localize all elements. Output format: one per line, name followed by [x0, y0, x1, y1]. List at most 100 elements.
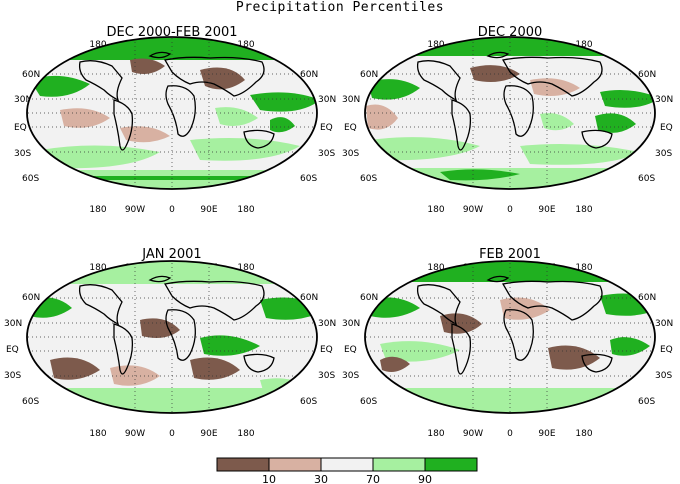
lat-label: EQ: [660, 345, 673, 355]
lon-label: 0: [507, 205, 513, 215]
lon-label: 180: [575, 205, 592, 215]
lat-labels-right: 60N 30N EQ 30S 60S: [300, 70, 336, 184]
lat-label: 30S: [318, 149, 335, 159]
lat-label: 60S: [638, 174, 655, 184]
lat-label: 30N: [342, 319, 360, 329]
lon-label: 180: [427, 40, 444, 50]
lon-label: 90W: [463, 205, 483, 215]
colorbar: 10 30 70 90: [216, 457, 478, 484]
lon-labels-bottom: 180 90W 0 90E 180: [427, 429, 592, 439]
coastlines: [78, 51, 275, 151]
lat-label: 30S: [318, 371, 335, 381]
lon-label: 180: [89, 263, 106, 273]
colorbar-swatch: [320, 457, 374, 472]
lat-label: EQ: [344, 345, 357, 355]
lat-label: 30N: [655, 319, 673, 329]
map-outline: [364, 36, 656, 190]
lon-label: 90W: [463, 429, 483, 439]
graticule: [365, 37, 655, 189]
colorbar-swatch: [268, 457, 322, 472]
lat-label: 60S: [360, 174, 377, 184]
colorbar-swatch: [216, 457, 270, 472]
lat-label: 60S: [300, 174, 317, 184]
lon-label: 90W: [125, 429, 145, 439]
lon-label: 90E: [538, 205, 555, 215]
lat-label: 30S: [342, 371, 359, 381]
lat-labels-left: 60N 30N EQ 30S 60S: [342, 70, 378, 184]
lat-label: 30S: [342, 149, 359, 159]
lon-label: 180: [575, 429, 592, 439]
lat-label: 30N: [318, 95, 336, 105]
precip-field: [27, 37, 317, 189]
colorbar-label: 70: [366, 473, 380, 484]
colorbar-label: 30: [314, 473, 328, 484]
lon-label: 180: [237, 429, 254, 439]
lat-label: 60S: [360, 397, 377, 407]
lat-label: 60N: [22, 293, 40, 303]
lon-label: 90E: [200, 205, 217, 215]
lon-label: 180: [237, 40, 254, 50]
map-outline: [26, 36, 318, 190]
lat-label: 60N: [300, 293, 318, 303]
lat-label: EQ: [6, 345, 19, 355]
lat-label: 60S: [22, 174, 39, 184]
lon-labels-bottom: 180 90W 0 90E 180: [427, 205, 592, 215]
lat-label: EQ: [320, 123, 333, 133]
lon-label: 180: [427, 263, 444, 273]
panel-title: JAN 2001: [141, 247, 201, 262]
lon-label: 90W: [125, 205, 145, 215]
colorbar-label: 10: [262, 473, 276, 484]
figure-title: Precipitation Percentiles: [235, 0, 445, 15]
map-panel-dec2000-feb2001: DEC 2000-FEB 2001 180 90W 0 90E 180 180 …: [14, 25, 336, 215]
map-panel-jan2001: JAN 2001 180 90W 0 90E 180 180 90W 0 90E…: [4, 247, 336, 439]
lat-labels-right: 60N 30N EQ 30S 60S: [300, 293, 336, 407]
lon-label: 180: [89, 205, 106, 215]
lat-label: EQ: [660, 123, 673, 133]
colorbar-swatch: [372, 457, 426, 472]
lat-labels-right: 60N 30N EQ 30S 60S: [638, 70, 673, 184]
lat-labels-right: 60N 30N EQ 30S 60S: [638, 293, 673, 407]
lon-label: 180: [427, 205, 444, 215]
lat-label: 30N: [14, 95, 32, 105]
lat-label: 60N: [360, 293, 378, 303]
lon-labels-bottom: 180 90W 0 90E 180: [89, 205, 254, 215]
lon-label: 180: [575, 40, 592, 50]
lat-label: EQ: [344, 123, 357, 133]
graticule: [27, 37, 317, 189]
lat-label: 30S: [655, 371, 672, 381]
lon-label: 180: [89, 40, 106, 50]
map-outline: [364, 260, 656, 414]
coastlines: [78, 275, 275, 375]
lon-label: 180: [89, 429, 106, 439]
lon-label: 180: [427, 429, 444, 439]
colorbar-swatch: [424, 457, 478, 472]
lat-label: 60N: [638, 293, 656, 303]
lat-label: EQ: [14, 123, 27, 133]
lon-labels-bottom: 180 90W 0 90E 180: [89, 429, 254, 439]
lat-label: 30S: [655, 149, 672, 159]
lat-label: 30S: [14, 149, 31, 159]
lat-label: 30S: [4, 371, 21, 381]
panel-title: FEB 2001: [479, 247, 541, 262]
lon-label: 0: [169, 205, 175, 215]
lat-label: EQ: [320, 345, 333, 355]
lon-label: 0: [169, 429, 175, 439]
lat-label: 30N: [655, 95, 673, 105]
lat-label: 60N: [300, 70, 318, 80]
lat-label: 60S: [300, 397, 317, 407]
lat-label: 60S: [638, 397, 655, 407]
lat-label: 60N: [638, 70, 656, 80]
lat-label: 30N: [342, 95, 360, 105]
map-panel-feb2001: FEB 2001 180 90W 0 90E 180 180 90W 0 90E…: [342, 247, 673, 439]
lon-label: 180: [237, 263, 254, 273]
coastlines: [416, 275, 613, 375]
colorbar-label: 90: [418, 473, 432, 484]
precip-field: [365, 37, 655, 189]
lat-label: 30N: [318, 319, 336, 329]
graticule: [27, 261, 317, 413]
lon-label: 180: [575, 263, 592, 273]
lat-label: 60S: [22, 397, 39, 407]
map-outline: [26, 260, 318, 414]
lon-label: 90E: [200, 429, 217, 439]
